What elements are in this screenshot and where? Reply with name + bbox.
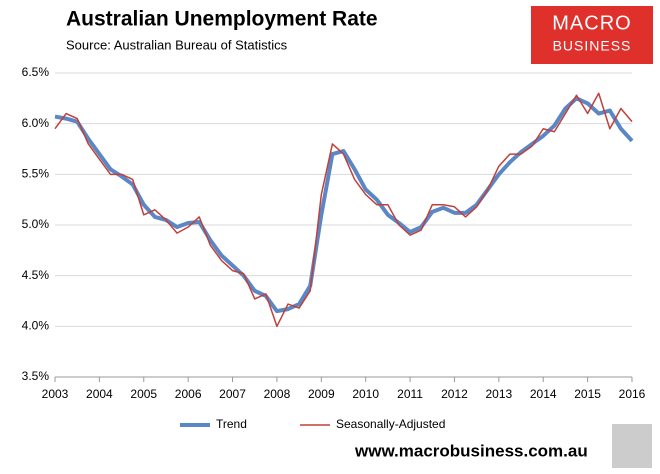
x-tick-label: 2012 — [441, 387, 468, 401]
series-line — [54, 96, 634, 314]
logo-icon — [612, 424, 652, 468]
x-tick-label: 2013 — [485, 387, 512, 401]
chart-subtitle: Source: Australian Bureau of Statistics — [66, 37, 288, 52]
y-tick-label: 5.0% — [22, 217, 50, 231]
legend-label: Trend — [216, 417, 247, 431]
x-tick-label: 2014 — [530, 387, 557, 401]
x-tick-label: 2015 — [574, 387, 601, 401]
chart-title: Australian Unemployment Rate — [66, 8, 378, 31]
x-tick-label: 2011 — [397, 387, 423, 401]
y-tick-label: 4.5% — [22, 268, 50, 282]
y-tick-label: 6.0% — [22, 116, 50, 130]
x-tick-label: 2010 — [352, 387, 379, 401]
x-tick-label: 2009 — [308, 387, 335, 401]
y-tick-label: 3.5% — [22, 369, 50, 383]
x-tick-label: 2016 — [619, 387, 646, 401]
logo-text: MACRO — [552, 12, 631, 34]
x-tick-label: 2007 — [219, 387, 246, 401]
x-tick-label: 2005 — [130, 387, 157, 401]
logo-box — [531, 6, 653, 64]
legend-label: Seasonally-Adjusted — [336, 417, 445, 431]
series-line — [54, 92, 633, 328]
y-tick-label: 5.5% — [22, 167, 50, 181]
x-tick-label: 2008 — [264, 387, 291, 401]
x-tick-label: 2003 — [42, 387, 69, 401]
y-tick-label: 6.5% — [22, 65, 50, 79]
x-tick-label: 2006 — [175, 387, 202, 401]
x-tick-label: 2004 — [86, 387, 113, 401]
y-tick-label: 4.0% — [22, 319, 50, 333]
footer-url: www.macrobusiness.com.au — [354, 441, 588, 460]
logo-text: BUSINESS — [553, 38, 632, 54]
